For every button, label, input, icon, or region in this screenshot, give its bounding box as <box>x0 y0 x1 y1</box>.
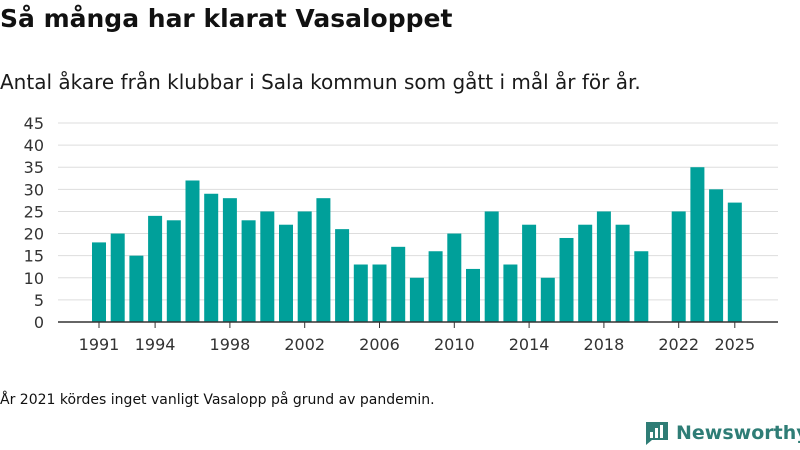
bar <box>596 211 611 322</box>
footnote: År 2021 kördes inget vanligt Vasalopp på… <box>0 392 435 408</box>
bar <box>335 229 350 322</box>
bar <box>372 264 387 322</box>
x-tick-label: 2002 <box>284 335 325 354</box>
bar <box>316 198 331 322</box>
x-tick-label: 2006 <box>359 335 400 354</box>
x-tick-label: 1991 <box>79 335 120 354</box>
y-tick-label: 30 <box>24 180 44 199</box>
bar <box>241 220 256 322</box>
y-tick-label: 40 <box>24 136 44 155</box>
chart-logo-icon <box>646 422 668 445</box>
x-tick-label: 2014 <box>509 335 550 354</box>
bar <box>690 167 705 322</box>
bar <box>222 198 237 322</box>
bar <box>148 215 163 322</box>
x-tick-label: 2018 <box>584 335 625 354</box>
x-tick-label: 1994 <box>135 335 176 354</box>
bars <box>92 167 742 322</box>
bar <box>540 277 555 322</box>
chart-title: Så många har klarat Vasaloppet <box>0 4 453 33</box>
bar <box>466 268 480 322</box>
bar <box>353 264 368 322</box>
bar <box>709 189 724 322</box>
y-tick-label: 35 <box>24 158 44 177</box>
y-tick-label: 10 <box>24 269 44 288</box>
bar <box>578 224 593 322</box>
x-tick-label: 2010 <box>434 335 475 354</box>
bar <box>671 211 686 322</box>
y-tick-label: 25 <box>24 202 44 221</box>
chart-subtitle: Antal åkare från klubbar i Sala kommun s… <box>0 70 641 94</box>
x-tick-label: 2022 <box>658 335 699 354</box>
bar <box>129 255 144 322</box>
bar <box>260 211 275 322</box>
y-axis-ticks: 0 5 10 15 20 25 30 35 40 45 <box>24 114 44 332</box>
bar <box>428 251 443 322</box>
bar <box>166 220 181 322</box>
brand-name: Newsworthy <box>676 422 800 444</box>
bar <box>615 224 630 322</box>
bar <box>522 224 537 322</box>
y-tick-label: 20 <box>24 225 44 244</box>
bar <box>110 233 125 322</box>
bar <box>634 251 649 322</box>
x-tick-label: 2025 <box>714 335 755 354</box>
bar <box>391 246 406 322</box>
y-tick-label: 45 <box>24 114 44 133</box>
y-tick-label: 15 <box>24 247 44 266</box>
bar <box>484 211 499 322</box>
bar <box>279 224 293 322</box>
bar <box>185 180 200 322</box>
bar <box>727 202 742 322</box>
bar <box>447 233 462 322</box>
x-axis: 1991 1994 1998 2002 2006 2010 2014 2018 2022 2025 <box>58 321 778 354</box>
newsworthy-logo[interactable]: Newsworthy <box>644 420 800 446</box>
bar <box>503 264 518 322</box>
bar <box>559 237 574 322</box>
bar <box>92 242 106 322</box>
bar <box>409 277 424 322</box>
x-tick-label: 1998 <box>210 335 251 354</box>
bar <box>297 211 312 322</box>
y-tick-label: 5 <box>34 291 44 310</box>
grid-lines <box>58 122 778 301</box>
bar <box>204 193 219 322</box>
y-tick-label: 0 <box>34 313 44 332</box>
